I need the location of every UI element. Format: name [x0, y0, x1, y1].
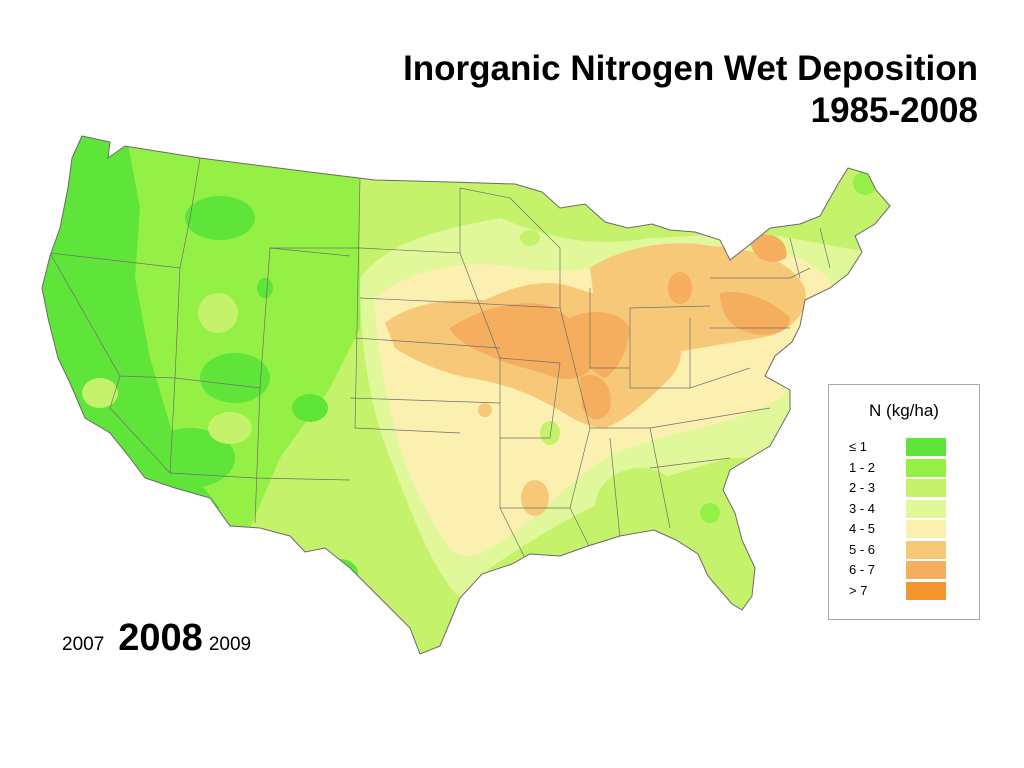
legend-item: 3 - 4: [829, 499, 979, 519]
legend-panel: N (kg/ha) ≤ 1 1 - 2 2 - 3 3 - 4 4 - 5 5 - 6 6 …: [828, 384, 980, 620]
legend-item-label: 2 - 3: [849, 480, 876, 495]
year-navigator: 2007 2008 2009: [62, 617, 251, 660]
previous-year-link[interactable]: 2007: [62, 634, 105, 655]
legend-item-label: 6 - 7: [849, 562, 876, 577]
legend-item-label: 4 - 5: [849, 521, 876, 536]
legend-item: 5 - 6: [829, 540, 979, 560]
us-deposition-map: [30, 128, 900, 658]
legend-item: > 7: [829, 581, 979, 601]
legend-swatch: [906, 520, 946, 538]
legend-swatch: [906, 561, 946, 579]
legend-swatch: [906, 438, 946, 456]
legend-item-label: > 7: [849, 582, 868, 598]
legend-swatch: [906, 581, 946, 600]
legend-swatch: [906, 499, 946, 518]
legend-item-label: 1 - 2: [849, 459, 876, 475]
title-line-2: 1985-2008: [810, 91, 978, 130]
legend-item: ≤ 1: [829, 437, 979, 457]
legend-item-label: 5 - 6: [849, 541, 876, 557]
legend-swatch: [906, 458, 946, 477]
legend-item: 6 - 7: [829, 560, 979, 580]
map-title: Inorganic Nitrogen Wet Deposition 1985-2…: [403, 48, 978, 132]
legend-swatch: [906, 540, 946, 559]
legend-swatch: [906, 479, 946, 497]
current-year: 2008: [118, 617, 203, 659]
legend-item-label: ≤ 1: [849, 439, 867, 454]
legend-title: N (kg/ha): [869, 401, 939, 420]
legend-item: 2 - 3: [829, 478, 979, 498]
legend-item: 1 - 2: [829, 458, 979, 478]
legend-item: 4 - 5: [829, 519, 979, 539]
next-year-link[interactable]: 2009: [208, 634, 252, 655]
legend-item-label: 3 - 4: [849, 500, 876, 516]
title-line-1: Inorganic Nitrogen Wet Deposition: [403, 49, 978, 88]
